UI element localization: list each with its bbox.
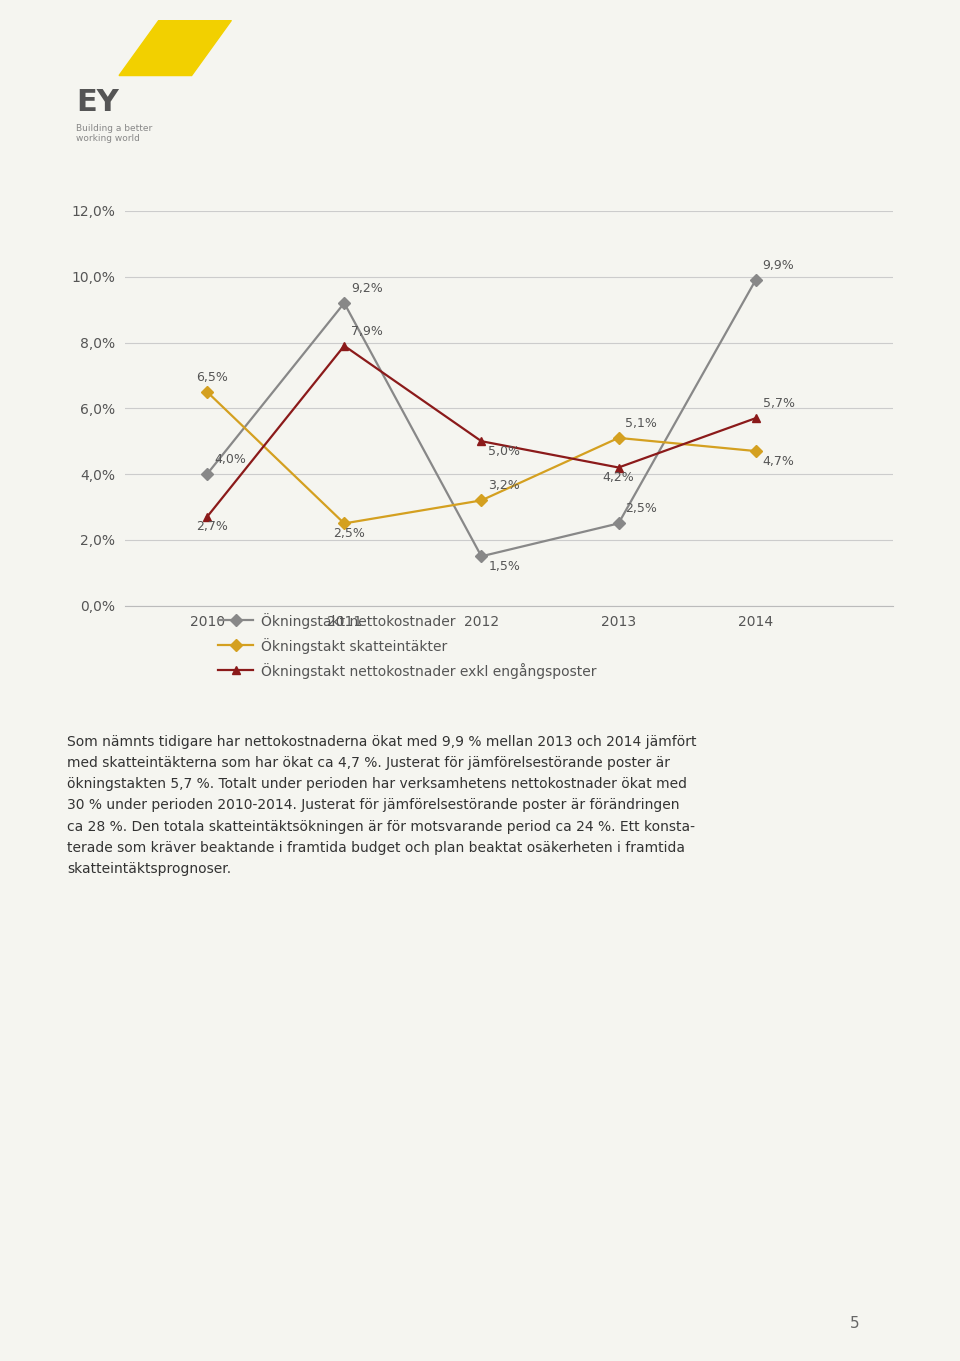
Text: 2,5%: 2,5% <box>333 527 365 540</box>
Polygon shape <box>119 20 231 75</box>
Text: 4,7%: 4,7% <box>762 455 794 468</box>
Text: 9,2%: 9,2% <box>351 282 383 295</box>
Text: Building a better
working world: Building a better working world <box>76 124 152 143</box>
Text: 5,7%: 5,7% <box>762 397 795 410</box>
Text: Som nämnts tidigare har nettokostnaderna ökat med 9,9 % mellan 2013 och 2014 jäm: Som nämnts tidigare har nettokostnaderna… <box>67 735 697 876</box>
Text: 5,0%: 5,0% <box>489 445 520 457</box>
Text: 5,1%: 5,1% <box>625 416 658 430</box>
Text: EY: EY <box>76 87 119 117</box>
Text: 6,5%: 6,5% <box>196 370 228 384</box>
Text: 2,7%: 2,7% <box>196 520 228 534</box>
Text: 9,9%: 9,9% <box>762 259 794 272</box>
Text: 4,2%: 4,2% <box>602 471 634 485</box>
Legend: Ökningstakt nettokostnader, Ökningstakt skatteintäkter, Ökningstakt nettokostnad: Ökningstakt nettokostnader, Ökningstakt … <box>218 612 597 679</box>
Text: 4,0%: 4,0% <box>214 453 246 465</box>
Text: 3,2%: 3,2% <box>489 479 520 493</box>
Text: 5: 5 <box>850 1316 859 1331</box>
Text: 1,5%: 1,5% <box>489 559 520 573</box>
Text: 2,5%: 2,5% <box>625 502 658 516</box>
Text: 7,9%: 7,9% <box>351 324 383 338</box>
